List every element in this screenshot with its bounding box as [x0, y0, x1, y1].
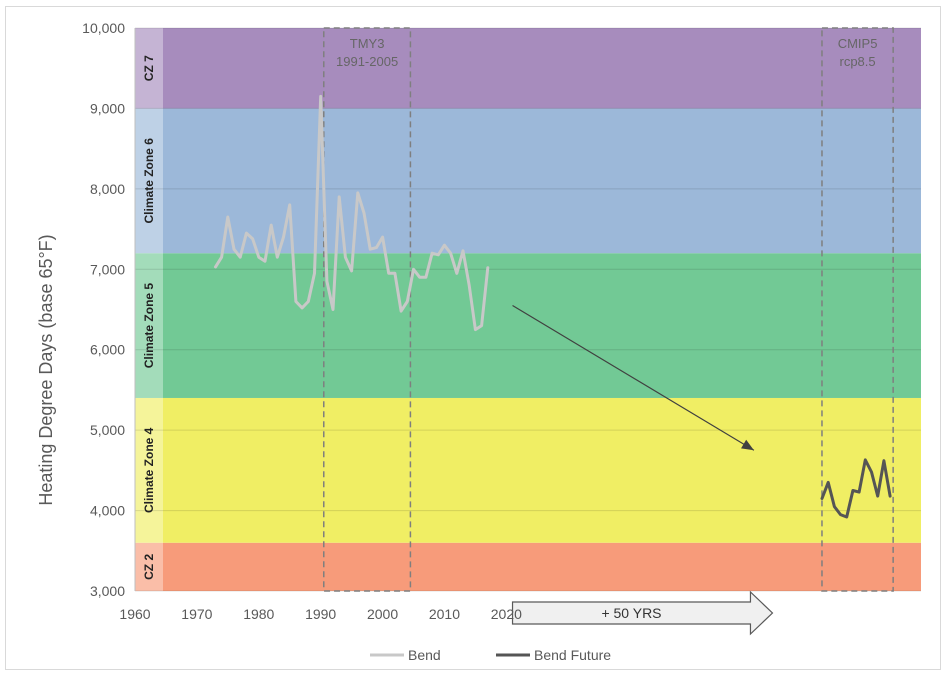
- y-axis-label: Heating Degree Days (base 65°F): [36, 234, 56, 505]
- zone-label: CZ 2: [142, 554, 156, 580]
- arrows: + 50 YRS: [511, 304, 774, 636]
- x-tick-label: 2020: [491, 606, 522, 622]
- y-tick-label: 10,000: [82, 20, 125, 36]
- legend-label: Bend: [408, 647, 441, 663]
- zone-label-strip: [135, 28, 163, 591]
- series-line-bend: [214, 94, 490, 332]
- y-tick-label: 9,000: [90, 100, 125, 116]
- gridlines: [135, 27, 921, 592]
- climate-zone-bands: [135, 28, 921, 591]
- zone-band: [135, 542, 921, 591]
- x-tick-label: 2000: [367, 606, 398, 622]
- period-boxes: TMY3 1991-2005 CMIP5 rcp8.5: [323, 27, 894, 592]
- series-line-bend-future: [820, 458, 892, 519]
- y-tick-label: 7,000: [90, 261, 125, 277]
- zone-label: Climate Zone 6: [142, 138, 156, 224]
- x-tick-label: 1960: [119, 606, 150, 622]
- x-tick-label: 2010: [429, 606, 460, 622]
- block-arrow-label: + 50 YRS: [601, 605, 661, 621]
- zone-label: Climate Zone 5: [142, 283, 156, 369]
- period-box: [821, 27, 894, 592]
- y-tick-label: 4,000: [90, 503, 125, 519]
- series-lines: [214, 94, 892, 519]
- trend-arrow-head: [741, 439, 754, 451]
- axes: 3,000 4,000 5,000 6,000 7,000 8,000 9,000 10,00…: [82, 20, 522, 622]
- zone-label: Climate Zone 4: [142, 427, 156, 513]
- y-tick-label: 8,000: [90, 181, 125, 197]
- zone-labels: CZ 2 Climate Zone 4 Climate Zone 5 Climate …: [142, 55, 156, 580]
- period-box-label: CMIP5: [838, 36, 878, 51]
- trend-arrow-line: [512, 304, 755, 451]
- zone-band: [135, 253, 921, 398]
- legend: Bend Bend Future: [370, 647, 611, 663]
- y-tick-label: 6,000: [90, 342, 125, 358]
- x-tick-label: 1990: [305, 606, 336, 622]
- period-box: [323, 27, 412, 592]
- x-tick-label: 1980: [243, 606, 274, 622]
- zone-band: [135, 397, 921, 543]
- x-tick-label: 1970: [181, 606, 212, 622]
- period-box-sublabel: rcp8.5: [839, 54, 875, 69]
- y-tick-label: 5,000: [90, 422, 125, 438]
- zone-label: CZ 7: [142, 55, 156, 81]
- block-arrow: [511, 590, 774, 636]
- zone-band: [135, 108, 921, 254]
- period-box-sublabel: 1991-2005: [336, 54, 398, 69]
- y-tick-label: 3,000: [90, 583, 125, 599]
- zone-band: [135, 28, 921, 109]
- legend-label: Bend Future: [534, 647, 611, 663]
- period-box-label: TMY3: [350, 36, 385, 51]
